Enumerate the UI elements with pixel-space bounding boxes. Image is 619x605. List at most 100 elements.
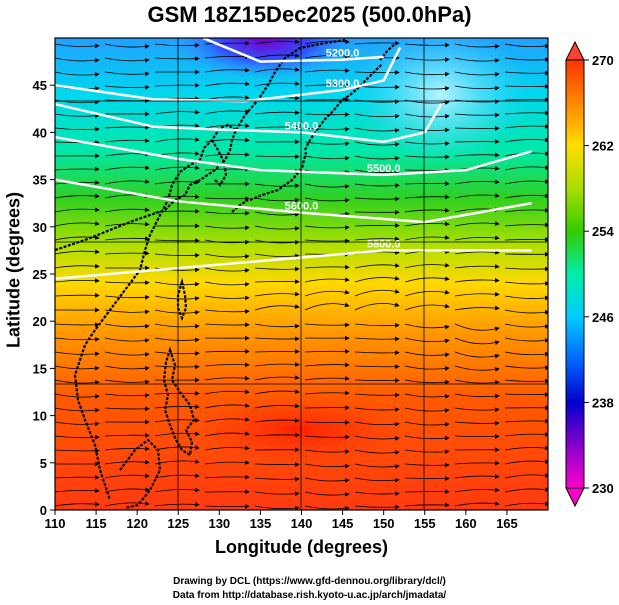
streamline-segment [404,449,450,455]
streamline-segment [304,420,350,425]
streamline-segment [304,39,350,45]
streamline-segment [254,389,300,395]
streamline-segment [104,393,150,398]
streamline-segment [504,266,548,272]
streamline-segment [104,236,150,242]
streamline-segment [204,445,250,451]
streamline-segment [254,362,300,367]
streamline-segment [454,460,500,466]
x-tick-label: 130 [208,516,230,531]
streamline-segment [404,42,450,48]
streamline-segment [504,487,548,493]
streamline-segment [454,323,500,332]
streamline-segment [504,501,548,507]
streamline-segment [204,504,250,509]
streamline-segment [154,56,200,62]
streamline-segment [304,183,350,189]
streamline-segment [204,403,250,409]
streamline-segment [404,141,450,147]
streamline-segment [354,322,400,328]
streamline-segment [454,365,500,372]
streamline-segment [354,407,400,413]
streamline-segment [104,250,150,256]
streamline-segment [204,322,250,328]
colorbar-tick-label: 254 [592,224,614,239]
streamline-segment [454,71,500,77]
streamline-segment [254,211,300,217]
streamline-segment [204,460,250,465]
streamline-segment [454,434,500,439]
streamline-segment [304,390,350,396]
streamline-segment [104,365,150,371]
streamline-segment [254,491,300,497]
streamline-segment [304,505,350,510]
streamline-segment [154,404,200,410]
streamline-segment [55,488,100,494]
streamline-segment [404,262,450,269]
streamline-segment [454,235,500,241]
streamline-segment [204,375,250,381]
streamline-segment [254,183,300,189]
streamline-segment [304,302,350,311]
streamline-segment [404,276,450,283]
streamline-segment [504,365,548,371]
streamline-segment [55,379,100,385]
streamline-segment [304,141,350,147]
streamline-segment [454,407,500,413]
x-tick-label: 165 [496,516,518,531]
streamline-segment [254,225,300,231]
streamline-segment [304,68,350,73]
streamline-segment [504,445,548,451]
streamline-segment [354,223,400,228]
streamline-segment [154,165,200,171]
height-contour-line [55,46,402,103]
x-tick-label: 120 [126,516,148,531]
streamline-segment [504,222,548,228]
streamline-segment [404,207,450,213]
streamline-segment [354,183,400,188]
streamline-segment [104,501,150,507]
streamline-segment [254,110,300,115]
streamline-segment [104,71,150,77]
streamline-segment [254,323,300,329]
streamline-segment [304,477,350,483]
streamline-segment [254,197,300,203]
streamline-segment [354,275,400,283]
streamline-segment [204,81,250,87]
streamline-segment [55,421,100,427]
streamline-segment [354,336,400,342]
streamline-segment [55,474,100,480]
x-tick-label: 110 [45,516,66,531]
streamline-segment [404,476,450,481]
streamline-segment [254,124,300,130]
streamline-segment [454,112,500,118]
streamline-segment [254,505,300,510]
y-tick-label: 5 [40,456,47,471]
streamline-segment [404,235,450,241]
streamline-segment [404,289,450,297]
height-contour-label: 5300.0 [326,78,360,90]
streamline-segment [154,473,200,479]
streamline-segment [104,43,150,49]
x-tick-label: 125 [167,516,189,531]
streamline-segment [454,474,500,479]
streamline-segment [254,349,300,354]
x-tick-label: 150 [373,516,395,531]
colorbar-gradient [565,59,585,489]
streamline-segment [204,267,250,273]
streamline-segment [204,225,250,231]
streamline-segment [304,197,350,203]
streamline-segment [404,407,450,413]
streamline-segment [404,154,450,160]
streamline-segment [454,152,500,158]
streamline-segment [404,221,450,227]
streamline-segment [454,179,500,185]
x-tick-label: 135 [250,516,272,531]
streamline-segment [204,67,250,73]
streamline-segment [454,277,500,283]
streamline-segment [204,137,250,143]
streamline-segment [304,126,350,132]
streamline-segment [454,351,500,359]
streamline-segment [454,305,500,311]
streamline-segment [404,113,450,119]
